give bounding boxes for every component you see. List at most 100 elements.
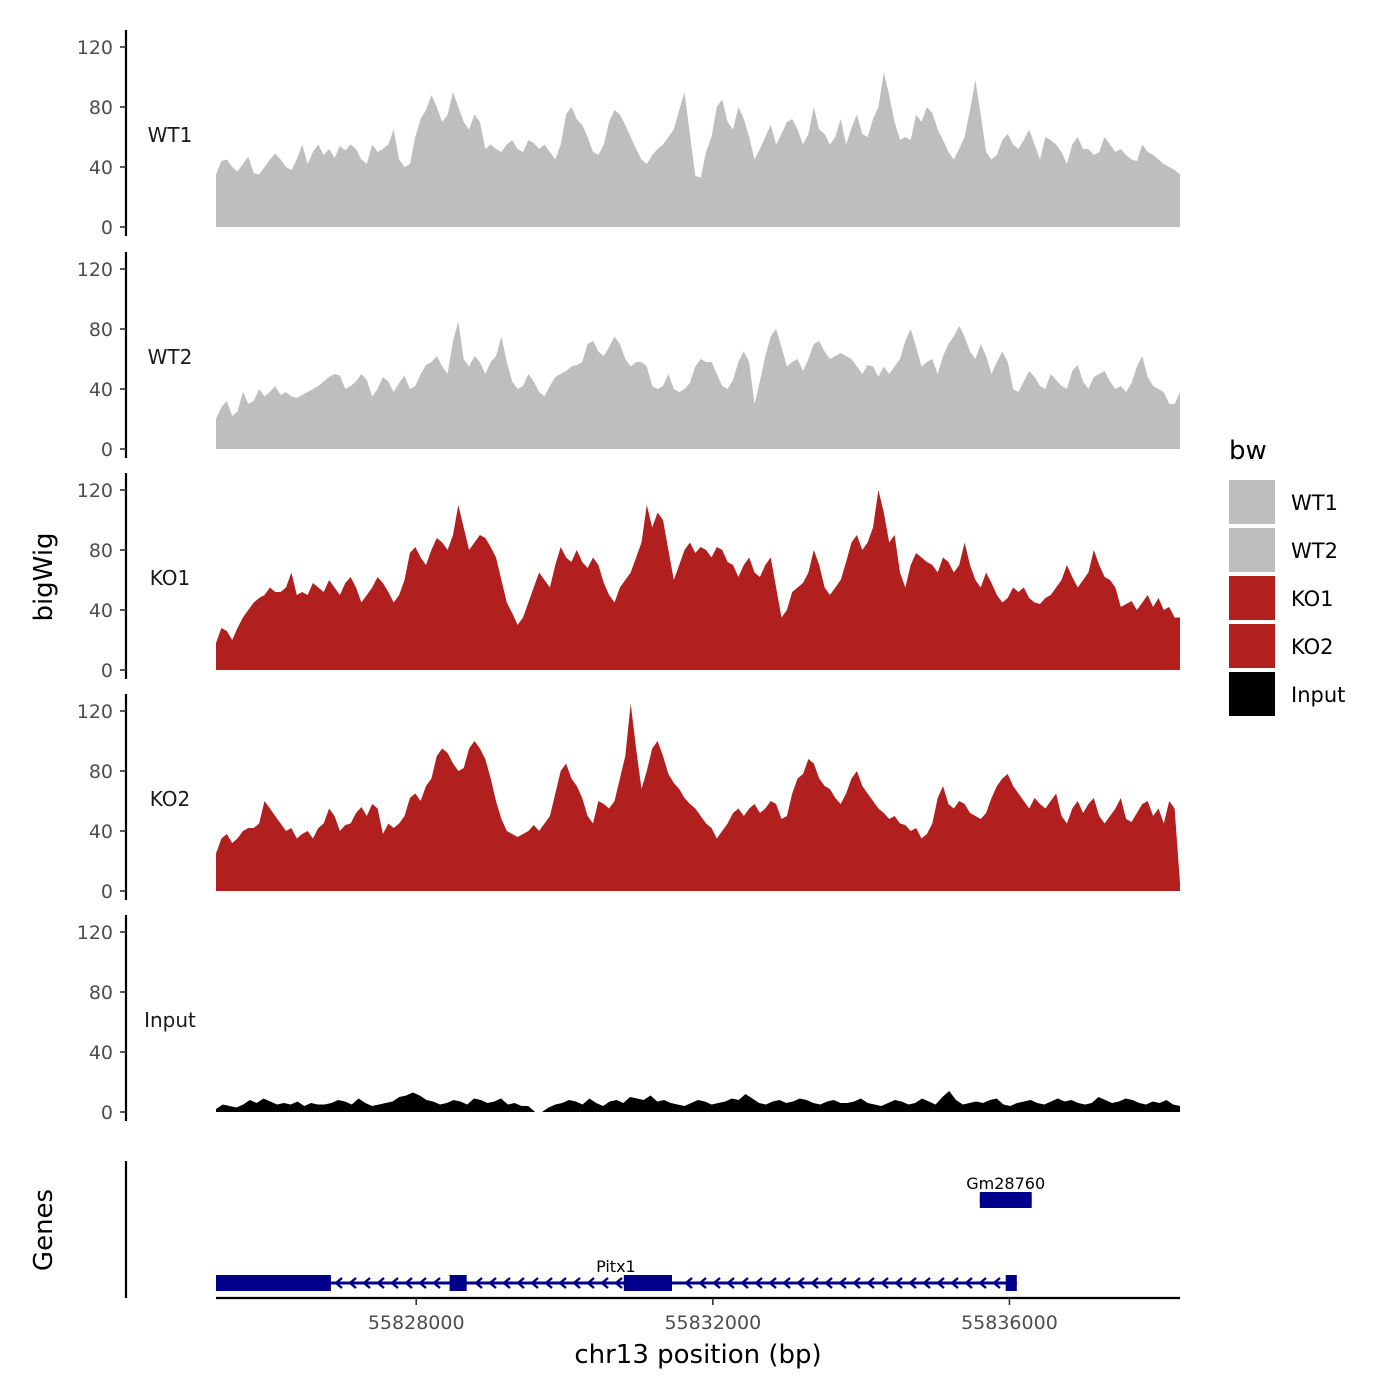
strand-arrow — [362, 1277, 371, 1289]
y-tick-label: 120 — [77, 922, 113, 944]
strand-arrow — [432, 1277, 441, 1289]
strand-arrow — [614, 1277, 623, 1289]
strand-arrow — [824, 1277, 833, 1289]
y-tick-label: 80 — [89, 540, 113, 562]
y-tick-label: 40 — [89, 157, 113, 179]
gene-label: Gm28760 — [966, 1174, 1045, 1193]
y-tick-label: 0 — [101, 1102, 113, 1124]
legend-swatch — [1229, 528, 1275, 572]
strand-arrow — [880, 1277, 889, 1289]
y-tick-label: 120 — [77, 701, 113, 723]
track-input: 0 40 80 120 Input — [77, 915, 1180, 1124]
strand-arrow — [796, 1277, 805, 1289]
gene-exon — [449, 1275, 467, 1291]
strand-arrow — [908, 1277, 917, 1289]
strand-arrow — [922, 1277, 931, 1289]
y-tick-label: 0 — [101, 660, 113, 682]
x-tick-label: 55832000 — [664, 1312, 761, 1334]
strand-arrow — [936, 1277, 945, 1289]
strand-arrow — [572, 1277, 581, 1289]
strand-arrow — [992, 1277, 1001, 1289]
track-label: WT2 — [148, 345, 193, 369]
y-tick-label: 120 — [77, 37, 113, 59]
area-wt2 — [216, 321, 1180, 449]
area-input — [216, 1091, 1180, 1112]
strand-arrow — [978, 1277, 987, 1289]
strand-arrow — [530, 1277, 539, 1289]
track-label: KO1 — [150, 566, 191, 590]
area-ko2 — [216, 703, 1180, 891]
strand-arrow — [586, 1277, 595, 1289]
y-tick-label: 40 — [89, 1042, 113, 1064]
y-tick-label: 0 — [101, 881, 113, 903]
legend-item-ko1: KO1 — [1229, 576, 1334, 620]
legend-swatch — [1229, 624, 1275, 668]
y-tick-label: 80 — [89, 761, 113, 783]
strand-arrow — [838, 1277, 847, 1289]
gene-exon — [1005, 1275, 1017, 1291]
y-tick-label: 0 — [101, 217, 113, 239]
strand-arrow — [726, 1277, 735, 1289]
track-ko1: 0 40 80 120 KO1 — [77, 473, 1180, 682]
strand-arrow — [418, 1277, 427, 1289]
x-axis: 55828000 55832000 55836000 — [216, 1296, 1180, 1334]
y-tick-label: 120 — [77, 480, 113, 502]
x-axis-title: chr13 position (bp) — [574, 1340, 821, 1370]
strand-arrow — [334, 1277, 343, 1289]
y-tick-label: 40 — [89, 379, 113, 401]
legend: bw WT1 WT2 KO1 KO2 Input — [1229, 436, 1345, 716]
y-axis-title: bigWig — [29, 532, 59, 621]
strand-arrow — [544, 1277, 553, 1289]
track-label: WT1 — [148, 123, 193, 147]
track-wt2: 0 40 80 120 WT2 — [77, 252, 1180, 461]
strand-arrow — [950, 1277, 959, 1289]
y-tick-label: 120 — [77, 259, 113, 281]
area-ko1 — [216, 490, 1180, 670]
legend-item-input: Input — [1229, 672, 1345, 716]
legend-label: KO2 — [1291, 635, 1334, 659]
strand-arrow — [754, 1277, 763, 1289]
legend-item-ko2: KO2 — [1229, 624, 1334, 668]
legend-item-wt2: WT2 — [1229, 528, 1338, 572]
y-tick-label: 80 — [89, 97, 113, 119]
strand-arrow — [474, 1277, 483, 1289]
strand-arrow — [782, 1277, 791, 1289]
strand-arrow — [376, 1277, 385, 1289]
legend-label: Input — [1291, 683, 1345, 707]
x-tick-label: 55828000 — [368, 1312, 465, 1334]
strand-arrow — [852, 1277, 861, 1289]
strand-arrow — [740, 1277, 749, 1289]
track-label: KO2 — [150, 787, 191, 811]
area-wt1 — [216, 72, 1180, 227]
tracks-layer: 0 40 80 120 WT1 0 40 80 120 WT2 0 40 80 120 KO1 0 40 80 12… — [77, 30, 1180, 1124]
legend-item-wt1: WT1 — [1229, 480, 1338, 524]
strand-arrow — [768, 1277, 777, 1289]
gene-exon — [216, 1275, 331, 1291]
gene-pitx1: Pitx1 — [216, 1257, 1017, 1291]
legend-swatch — [1229, 576, 1275, 620]
track-ko2: 0 40 80 120 KO2 — [77, 694, 1180, 903]
y-tick-label: 40 — [89, 600, 113, 622]
y-tick-label: 40 — [89, 821, 113, 843]
gene-exon — [623, 1275, 672, 1291]
y-tick-label: 80 — [89, 319, 113, 341]
legend-swatch — [1229, 480, 1275, 524]
strand-arrow — [488, 1277, 497, 1289]
strand-arrow — [348, 1277, 357, 1289]
legend-label: KO1 — [1291, 587, 1334, 611]
track-label: Input — [144, 1008, 196, 1032]
genes-axis-title: Genes — [29, 1189, 59, 1271]
strand-arrow — [502, 1277, 511, 1289]
y-tick-label: 0 — [101, 439, 113, 461]
strand-arrow — [558, 1277, 567, 1289]
strand-arrow — [684, 1277, 693, 1289]
strand-arrow — [712, 1277, 721, 1289]
legend-title: bw — [1229, 436, 1267, 466]
strand-arrow — [390, 1277, 399, 1289]
legend-swatch — [1229, 672, 1275, 716]
x-tick-label: 55836000 — [961, 1312, 1058, 1334]
strand-arrow — [404, 1277, 413, 1289]
strand-arrow — [894, 1277, 903, 1289]
strand-arrow — [600, 1277, 609, 1289]
